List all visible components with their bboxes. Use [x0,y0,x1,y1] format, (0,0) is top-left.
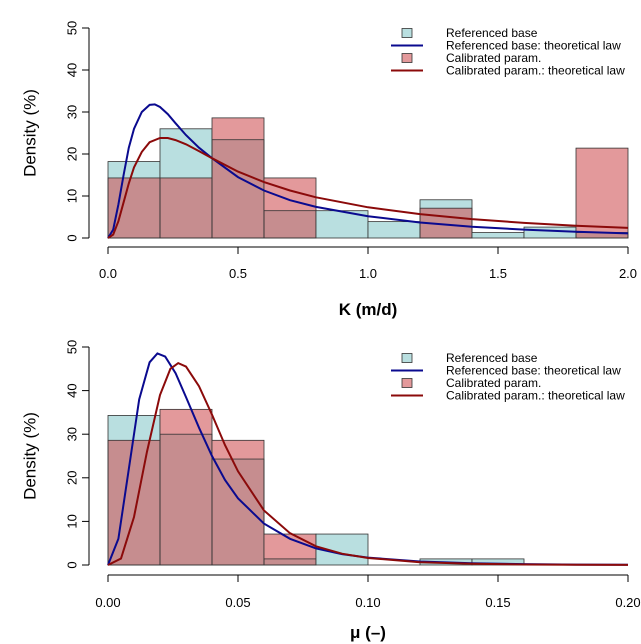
reference-bar-excess [524,227,576,238]
legend-label: Calibrated param. [446,51,541,65]
calibrated-theoretical-line [107,137,629,239]
calibrated-theoretical-line [107,361,629,566]
x-axis: 0.0 0.5 1.0 1.5 2.0 K (m/d) [99,246,637,319]
overlap-bar [576,232,628,238]
reference-bar-excess [368,221,420,238]
reference-bar-excess [472,558,524,565]
legend-swatch [401,378,413,388]
legend-swatch [401,53,413,63]
x-tick-label: 1.5 [489,266,507,281]
legend-label: Referenced base: theoretical law [446,39,621,53]
legend-swatch [401,28,413,38]
x-tick-label: 0.15 [485,595,510,610]
histogram-bars [107,117,629,239]
chart-panel-mu: 0.00 0.05 0.10 0.15 0.20 μ (–) 0 10 20 30 40 50 Dens… [21,340,641,642]
y-tick-label: 30 [65,105,80,119]
overlap-bar [160,177,212,238]
legend-label: Referenced base [446,351,538,365]
overlap-bar [212,459,264,565]
y-tick-label: 10 [65,514,80,528]
x-tick-label: 0.10 [355,595,380,610]
calibrated-bar [575,147,629,239]
y-axis: 0 10 20 30 40 50 Density (%) [21,21,90,242]
y-tick-label: 20 [65,147,80,161]
reference-bar-excess [420,199,472,209]
calibrated-bar-excess [212,117,264,140]
overlap-bar [160,434,212,565]
reference-bar [315,533,369,566]
y-tick-label: 30 [65,427,80,441]
legend-label: Calibrated param. [446,376,541,390]
y-tick-label: 0 [65,234,80,241]
x-tick-label: 0.5 [229,266,247,281]
x-tick-label: 2.0 [619,266,637,281]
x-tick-label: 1.0 [359,266,377,281]
overlap-bar [264,558,316,565]
y-tick-label: 50 [65,340,80,354]
x-tick-label: 0.0 [99,266,117,281]
y-axis-title: Density (%) [21,412,40,500]
y-tick-label: 20 [65,471,80,485]
legend-label: Referenced base [446,26,538,40]
chart-panel-k: 0.0 0.5 1.0 1.5 2.0 K (m/d) 0 10 20 30 40 50 Density… [21,21,638,319]
x-tick-label: 0.05 [225,595,250,610]
legend-swatch [401,353,413,363]
overlap-bar [212,139,264,238]
histogram-bars [107,408,628,566]
y-tick-label: 10 [65,189,80,203]
calibrated-bar-excess [576,148,628,233]
reference-theoretical-line [107,103,629,239]
y-tick-label: 50 [65,21,80,35]
legend-label: Calibrated param.: theoretical law [446,389,625,403]
legend-label: Calibrated param.: theoretical law [446,64,625,78]
x-tick-label: 0.00 [95,595,120,610]
y-tick-label: 40 [65,63,80,77]
calibrated-bar [211,439,265,566]
calibrated-bar-excess [212,440,264,460]
overlap-bar [264,210,316,238]
calibrated-bar-excess [160,409,212,435]
x-tick-label: 0.20 [615,595,640,610]
x-axis: 0.00 0.05 0.10 0.15 0.20 μ (–) [95,574,641,642]
calibrated-bar [263,177,317,239]
y-tick-label: 40 [65,383,80,397]
y-axis-title: Density (%) [21,89,40,177]
reference-bar-excess [472,232,524,238]
legend-label: Referenced base: theoretical law [446,364,621,378]
x-axis-title: μ (–) [350,623,386,642]
y-tick-label: 0 [65,561,80,568]
y-axis: 0 10 20 30 40 50 Density (%) [21,340,90,569]
x-axis-title: K (m/d) [339,300,398,319]
